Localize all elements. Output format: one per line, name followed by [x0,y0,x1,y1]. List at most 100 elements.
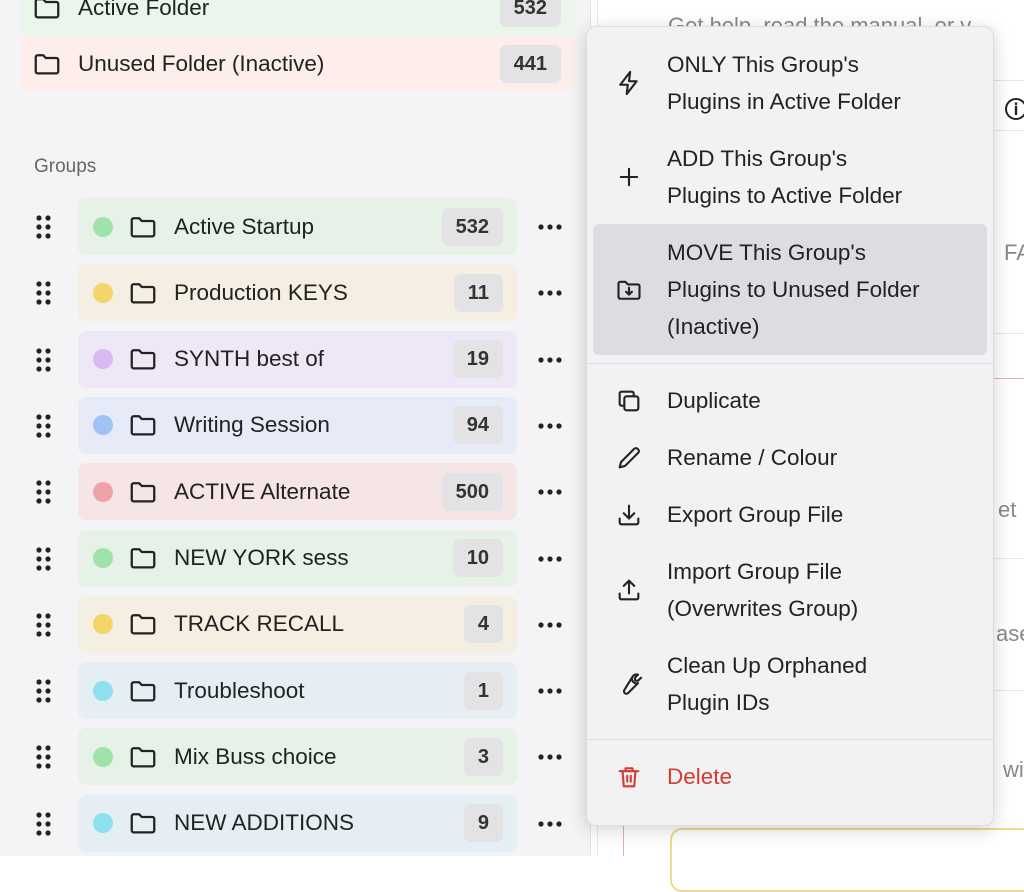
menu-icon-svg [619,70,638,96]
drag-handle-svg [36,613,51,637]
menu-item[interactable]: ONLY This Group's Plugins in Active Folde… [593,36,987,130]
group-name: Mix Buss choice [174,743,337,769]
more-button[interactable] [537,281,563,310]
more-svg [538,489,562,495]
group-row[interactable]: Writing Session 94 [78,396,517,454]
menu-icon [615,670,643,698]
folder-icon-svg [130,282,156,304]
more-svg [538,356,562,363]
drag-handle[interactable] [34,678,54,709]
group-count: 19 [452,340,503,379]
menu-icon [615,69,643,97]
menu-icon-svg [618,390,640,411]
folder-count: 532 [499,0,561,27]
group-row[interactable]: Production KEYS 11 [78,264,517,322]
group-row[interactable]: NEW YORK sess 10 [78,529,517,587]
drag-handle[interactable] [34,214,54,245]
folder-icon [32,0,62,23]
more-button[interactable] [537,547,563,576]
folder-icon-svg [34,0,60,19]
more-button[interactable] [537,215,563,244]
group-count: 500 [441,472,503,511]
drag-handle[interactable] [34,744,54,775]
menu-item-text: Plugins in Active Folder [667,89,901,114]
menu-separator [587,739,993,740]
menu-icon [615,387,643,415]
group-row[interactable]: Active Startup 532 [78,198,517,255]
group-color-dot [93,614,113,635]
group-row[interactable]: Troubleshoot 1 [78,662,517,720]
group-row[interactable]: TRACK RECALL 4 [78,595,517,653]
group-row[interactable]: SYNTH best of 19 [78,330,517,388]
menu-item-text: Rename / Colour [667,445,838,470]
drag-handle[interactable] [34,546,54,577]
folder-name: Active Folder [78,0,210,20]
drag-handle[interactable] [34,811,54,842]
more-button[interactable] [537,679,563,708]
menu-item[interactable]: Duplicate [593,372,987,429]
menu-item-text: Plugin IDs [667,690,770,715]
sidebar: Active Folder 532 Unused Folder (Inactive)… [0,0,591,856]
menu-item[interactable]: ADD This Group's Plugins to Active Folder [593,130,987,224]
more-svg [538,423,562,429]
background-text: ase [996,621,1024,646]
drag-handle[interactable] [34,612,54,643]
group-row[interactable]: NEW ADDITIONS 9 [78,794,517,852]
folder-icon-svg [130,216,156,237]
folder-row[interactable]: Unused Folder (Inactive) 441 [20,36,575,92]
group-name: Writing Session [174,412,330,438]
folder-icon [128,609,158,639]
drag-handle[interactable] [34,479,54,510]
menu-item[interactable]: MOVE This Group's Plugins to Unused Folde… [593,224,987,355]
more-button[interactable] [537,348,563,377]
group-color-dot [93,746,113,767]
menu-item[interactable]: Rename / Colour [593,429,987,486]
drag-handle[interactable] [34,280,54,311]
group-count: 3 [463,737,503,776]
more-button[interactable] [537,613,563,642]
menu-icon [615,276,643,304]
more-button[interactable] [537,745,563,774]
group-color-dot [93,813,113,834]
more-button[interactable] [537,414,563,443]
background-text: FA [1004,240,1024,265]
menu-item[interactable]: Import Group File (Overwrites Group) [593,543,987,637]
menu-item-text: Plugins to Unused Folder [667,277,920,302]
group-row[interactable]: Mix Buss choice 3 [78,728,517,786]
menu-item[interactable]: Delete [593,748,987,805]
folder-icon [128,543,158,573]
group-count: 11 [453,273,503,312]
menu-icon [615,576,643,604]
drag-handle-svg [36,414,51,438]
menu-icon [615,763,643,791]
menu-item[interactable]: Clean Up Orphaned Plugin IDs [593,637,987,731]
more-button[interactable] [537,812,563,841]
menu-icon-svg [618,446,640,468]
background-text: et [998,497,1017,522]
drag-handle-svg [36,745,51,769]
more-svg [538,622,562,628]
drag-handle-svg [36,347,51,372]
more-button[interactable] [537,480,563,509]
menu-separator [587,363,993,364]
folder-icon [128,676,158,706]
folder-name: Unused Folder (Inactive) [78,51,325,76]
group-name: TRACK RECALL [174,611,345,637]
group-count: 1 [463,671,503,710]
more-svg [538,754,562,760]
group-row[interactable]: ACTIVE Alternate 500 [78,463,517,521]
menu-item-text: MOVE This Group's [667,240,866,265]
group-name: NEW YORK sess [174,545,349,570]
group-count: 532 [441,207,503,246]
menu-item-text: ONLY This Group's [667,52,859,77]
folder-row[interactable]: Active Folder 532 [20,0,575,36]
drag-handle[interactable] [34,413,54,444]
folder-icon-svg [130,548,156,569]
folder-icon-svg [130,349,156,370]
group-name: ACTIVE Alternate [174,478,351,504]
drag-handle[interactable] [34,347,54,378]
menu-item[interactable]: Export Group File [593,486,987,543]
info-icon [1005,98,1024,120]
